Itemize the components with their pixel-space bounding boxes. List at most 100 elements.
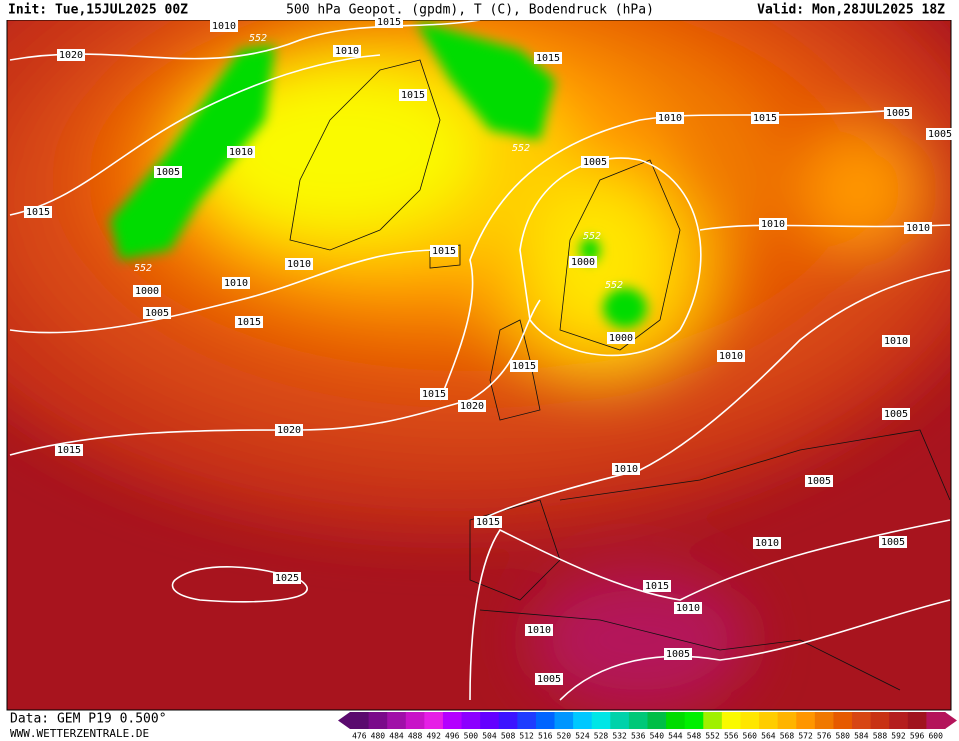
isobar-label-box	[643, 580, 671, 592]
isobar-label-box	[227, 146, 255, 158]
geopotential-label: 552	[249, 33, 267, 44]
colorbar-label: 516	[538, 732, 553, 741]
isobar-label: 1005	[583, 157, 607, 168]
isobar-label: 1015	[645, 581, 669, 592]
isobar-label-box	[805, 475, 833, 487]
geopotential-label: 552	[605, 280, 623, 291]
isobar-label: 1010	[335, 46, 359, 57]
isobar-label: 1015	[237, 317, 261, 328]
isobar-label-box	[285, 258, 313, 270]
colorbar-label: 524	[575, 732, 590, 741]
isobar-label: 1000	[135, 286, 159, 297]
colorbar-swatch	[907, 712, 927, 729]
init-time: Init: Tue,15JUL2025 00Z	[8, 3, 188, 18]
colorbar-arrow-left	[338, 712, 350, 729]
isobar-label: 1020	[59, 50, 83, 61]
colorbar-label: 576	[817, 732, 832, 741]
colorbar-swatch	[833, 712, 853, 729]
colorbar-label: 496	[445, 732, 460, 741]
isobar-label-box	[753, 537, 781, 549]
isobar-label-box	[273, 572, 301, 584]
isobar-label-box	[235, 316, 263, 328]
isobar-label-box	[375, 16, 403, 28]
colorbar-swatch	[814, 712, 834, 729]
isobar-label: 1005	[145, 308, 169, 319]
colorbar-label: 588	[873, 732, 888, 741]
colorbar-label: 476	[352, 732, 367, 741]
isobar-label: 1010	[212, 21, 236, 32]
colorbar-label: 544	[668, 732, 683, 741]
isobar-label-box	[581, 156, 609, 168]
isobar-label: 1010	[224, 278, 248, 289]
isobar-label-box	[717, 350, 745, 362]
colorbar-label: 592	[891, 732, 906, 741]
colorbar-label: 512	[519, 732, 534, 741]
isobar-label: 1015	[432, 246, 456, 257]
isobar-label-box	[474, 516, 502, 528]
isobar-label: 1005	[881, 537, 905, 548]
isobar-label-box	[882, 335, 910, 347]
isobar-label-box	[759, 218, 787, 230]
isobar-label: 1010	[906, 223, 930, 234]
colorbar-label: 500	[464, 732, 479, 741]
colorbar-label: 520	[557, 732, 572, 741]
colorbar-swatch	[666, 712, 686, 729]
isobar-label-box	[879, 536, 907, 548]
isobar-label-box	[535, 673, 563, 685]
colorbar-swatch	[498, 712, 518, 729]
colorbar-swatch	[461, 712, 481, 729]
isobar-label: 1015	[753, 113, 777, 124]
isobar-label: 1015	[536, 53, 560, 64]
colorbar-swatch	[517, 712, 537, 729]
isobar-label-box	[275, 424, 303, 436]
colorbar-swatch	[870, 712, 890, 729]
isobar-label-box	[458, 400, 486, 412]
colorbar-swatch	[480, 712, 500, 729]
map-title: 500 hPa Geopot. (gpdm), T (C), Bodendruc…	[286, 3, 654, 18]
colorbar-label: 504	[482, 732, 497, 741]
colorbar-label: 528	[594, 732, 609, 741]
green-areas	[110, 20, 647, 328]
colorbar-swatch	[442, 712, 463, 729]
isobar-label-box	[882, 408, 910, 420]
colorbar-swatch	[926, 712, 946, 729]
colorbar-label: 552	[705, 732, 720, 741]
isobar-label-box	[210, 20, 238, 32]
colorbar-label: 540	[650, 732, 665, 741]
isobar-label: 1000	[609, 333, 633, 344]
colorbar-label: 480	[371, 732, 386, 741]
isobar-label-box	[333, 45, 361, 57]
colorbar-swatch	[350, 712, 370, 729]
colorbar-label: 508	[501, 732, 516, 741]
geopotential-label: 552	[134, 263, 152, 274]
colorbar-swatch	[889, 712, 909, 729]
isobar-label-box	[607, 332, 635, 344]
isobar-label: 1015	[26, 207, 50, 218]
colorbar-label: 536	[631, 732, 646, 741]
geopotential-label: 552	[512, 143, 530, 154]
colorbar-swatch	[703, 712, 723, 729]
colorbar-swatch	[535, 712, 556, 729]
isobar-label-box	[674, 602, 702, 614]
isobar-label: 1010	[527, 625, 551, 636]
colorbar-label: 556	[724, 732, 739, 741]
geopotential-label: 552	[583, 231, 601, 242]
colorbar-label: 596	[910, 732, 925, 741]
isobar-label: 1010	[287, 259, 311, 270]
colorbar-swatch	[721, 712, 741, 729]
isobar-label: 1010	[229, 147, 253, 158]
isobar-label: 1015	[476, 517, 500, 528]
colorbar-swatch	[759, 712, 779, 729]
isobar-label-box	[664, 648, 692, 660]
valid-time: Valid: Mon,28JUL2025 18Z	[757, 3, 945, 18]
isobar-label: 1005	[156, 167, 180, 178]
colorbar-label: 548	[687, 732, 702, 741]
isobar-label-box	[24, 206, 52, 218]
isobar-label-box	[926, 128, 954, 140]
colorbar-swatch	[405, 712, 425, 729]
isobar-label-box	[420, 388, 448, 400]
colorbar: 476 480 484 488 492 496 500 504 508 512 516 520 524 5…	[338, 712, 957, 741]
isobar-label: 1025	[275, 573, 299, 584]
colorbar-swatch	[368, 712, 388, 729]
